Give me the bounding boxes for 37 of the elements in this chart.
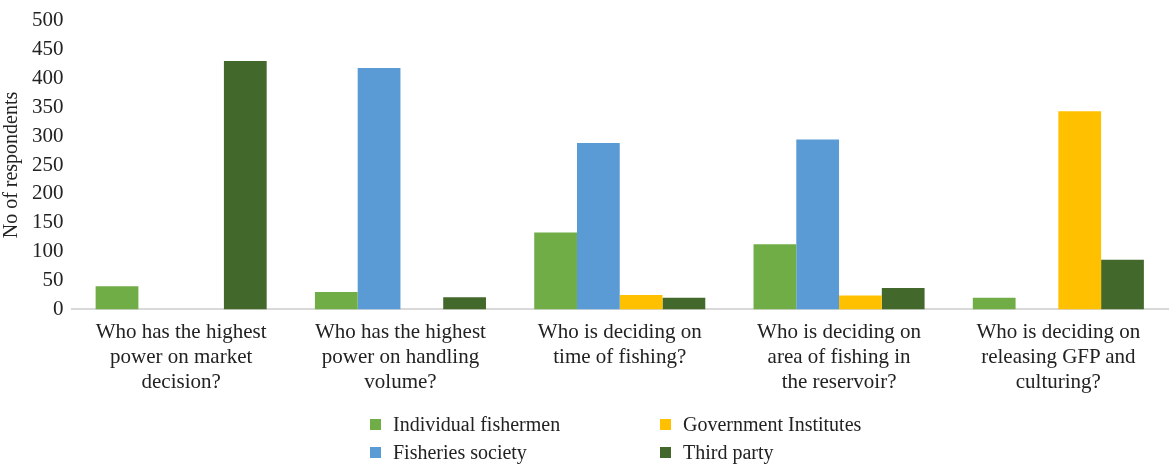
- bar: [534, 232, 577, 310]
- y-tick-label: 500: [32, 7, 64, 32]
- bar: [95, 286, 139, 310]
- x-tick-label: Who has the highest power on handling volume?: [315, 318, 487, 393]
- y-tick-label: 100: [32, 238, 64, 263]
- legend-label: Government Institutes: [683, 412, 862, 436]
- y-tick-label: 250: [32, 151, 64, 176]
- bar: [796, 139, 840, 310]
- bar: [662, 297, 706, 310]
- bar: [972, 297, 1016, 310]
- bar: [443, 297, 486, 310]
- legend-label: Individual fishermen: [393, 412, 561, 436]
- x-tick-label: Who is deciding on area of fishing in the reservoir?: [757, 318, 922, 393]
- bar: [839, 295, 882, 310]
- bar: [357, 67, 401, 310]
- bar: [1101, 259, 1144, 310]
- legend-label: Fisheries society: [393, 440, 527, 464]
- y-tick-label: 300: [32, 122, 64, 147]
- y-tick-label: 400: [32, 64, 64, 89]
- bar: [223, 61, 267, 310]
- x-tick-label: Who has the highest power on market decision?: [95, 318, 267, 393]
- y-tick-label: 350: [32, 93, 64, 118]
- legend-label: Third party: [683, 440, 774, 464]
- y-axis-title: No of respondents: [0, 91, 23, 239]
- bar: [619, 294, 663, 310]
- y-tick-label: 0: [53, 295, 64, 320]
- bar: [314, 292, 358, 310]
- y-tick-label: 450: [32, 36, 64, 60]
- y-tick-label: 150: [32, 209, 64, 234]
- bar: [1058, 111, 1102, 310]
- y-tick-label: 200: [32, 180, 64, 205]
- x-tick-label: Who is deciding on releasing GFP and culturing?: [976, 318, 1141, 393]
- y-tick-label: 50: [42, 267, 64, 292]
- bar: [753, 244, 797, 310]
- bar: [881, 288, 925, 310]
- bar: [576, 143, 620, 310]
- x-tick-label: Who is deciding on time of fishing?: [537, 318, 703, 368]
